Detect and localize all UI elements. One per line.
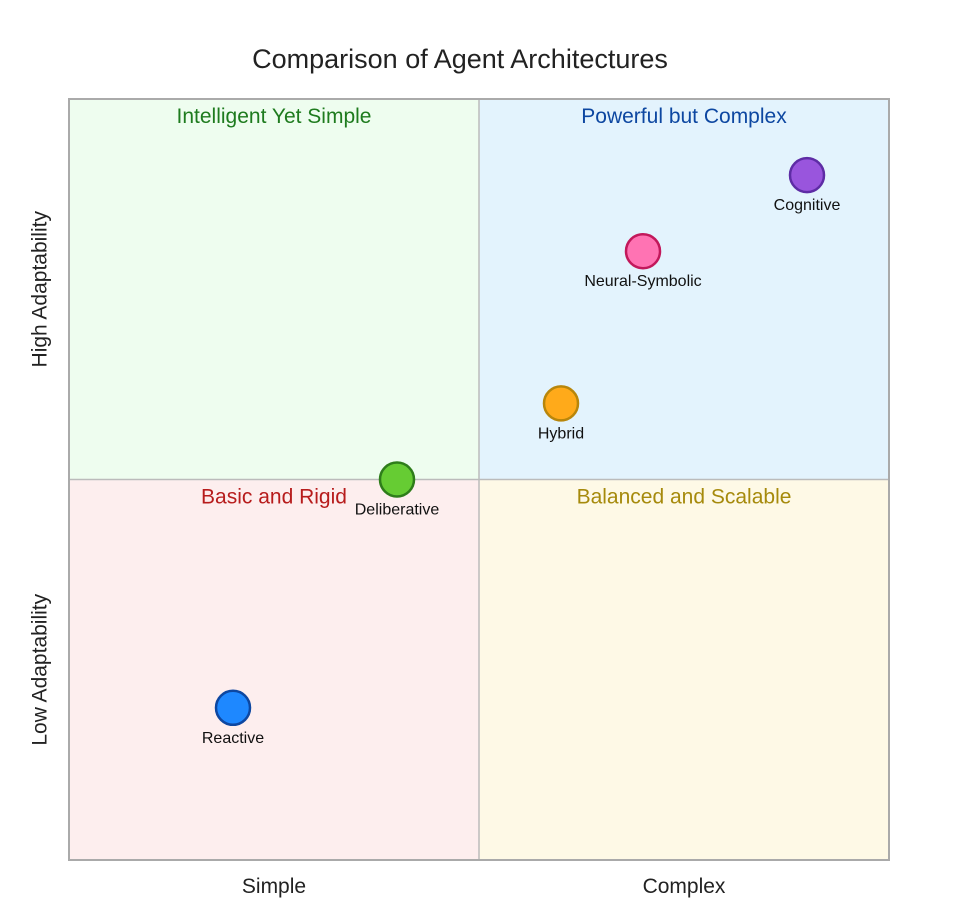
quadrant-bottom-left — [69, 479, 479, 860]
quadrant-top-right — [479, 99, 889, 480]
quadrant-layer — [69, 99, 889, 860]
quadrant-label-top-right: Powerful but Complex — [581, 105, 787, 128]
quadrant-label-bottom-right: Balanced and Scalable — [577, 486, 792, 509]
axis-label-layer: Simple Complex Low Adaptability High Adapta… — [29, 211, 726, 898]
point-label-neural-symbolic: Neural-Symbolic — [584, 273, 701, 290]
point-deliberative — [378, 461, 416, 498]
point-reactive — [214, 689, 252, 727]
quadrant-label-layer: Intelligent Yet Simple Powerful but Compl… — [177, 105, 792, 509]
point-label-reactive: Reactive — [202, 730, 264, 747]
quadrant-label-bottom-left: Basic and Rigid — [201, 486, 347, 509]
point-hybrid — [542, 385, 580, 422]
y-tick-label: High Adaptability — [29, 211, 52, 368]
x-tick-label: Simple — [242, 875, 306, 898]
divider-layer — [68, 98, 890, 861]
quadrant-bottom-right — [479, 479, 889, 860]
y-tick-label: Low Adaptability — [29, 593, 52, 745]
point-label-deliberative: Deliberative — [355, 502, 440, 519]
point-layer: Reactive Deliberative Hybrid Neural-Symboli… — [202, 156, 841, 747]
quadrant-top-left — [69, 99, 479, 480]
point-label-cognitive: Cognitive — [774, 197, 841, 214]
quadrant-label-top-left: Intelligent Yet Simple — [177, 105, 372, 128]
plot-frame — [68, 98, 890, 861]
point-neural-symbolic — [624, 232, 662, 270]
point-label-hybrid: Hybrid — [538, 425, 584, 442]
x-tick-label: Complex — [643, 875, 726, 898]
chart-title: Comparison of Agent Architectures — [252, 44, 668, 74]
point-cognitive — [788, 156, 826, 194]
